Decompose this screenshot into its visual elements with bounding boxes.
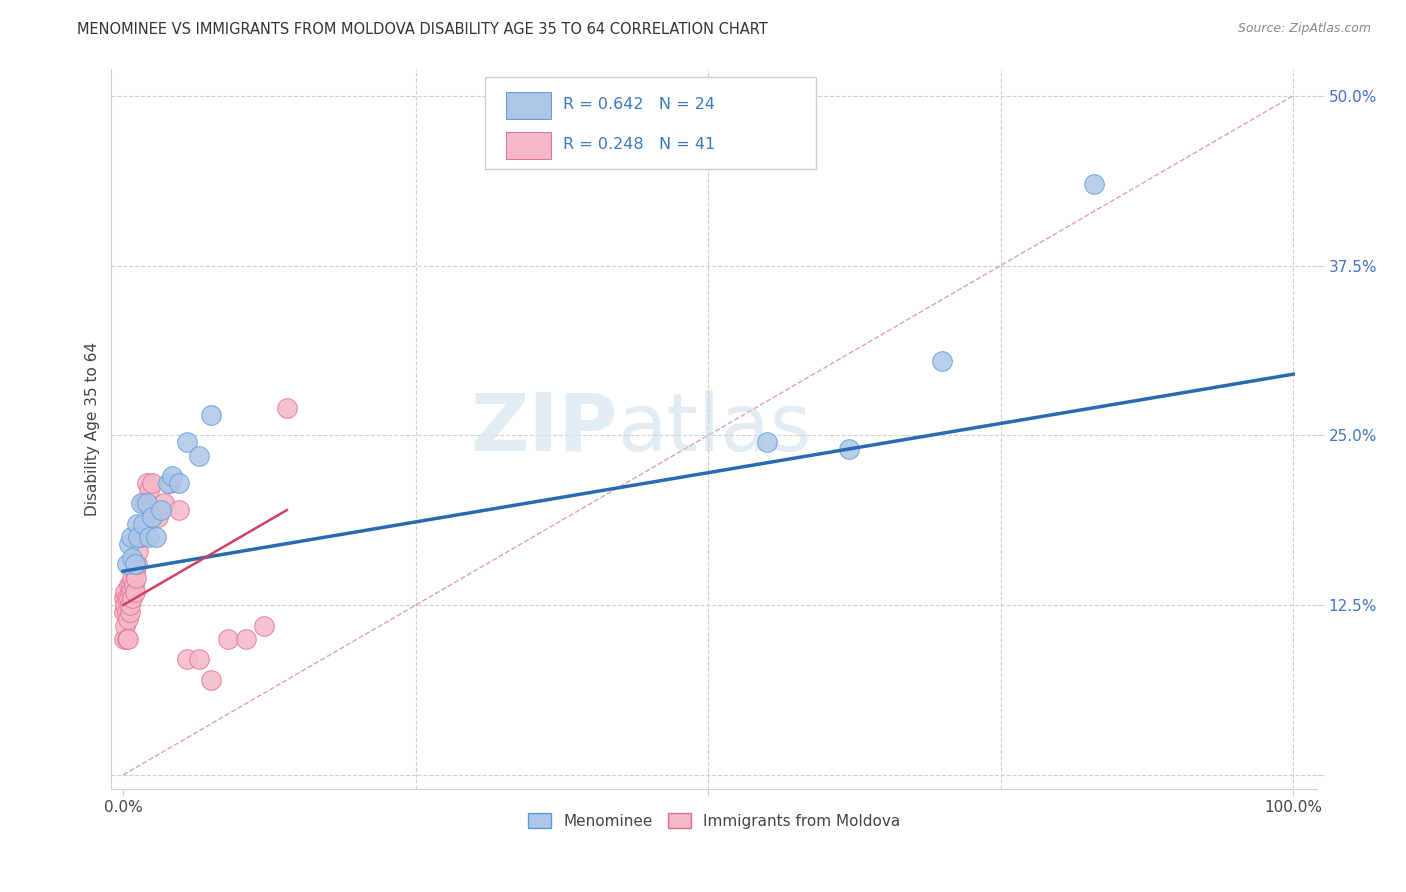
- Point: [176, 652, 198, 666]
- Point: [931, 353, 953, 368]
- Point: [117, 612, 139, 626]
- Point: [252, 618, 274, 632]
- Point: [118, 537, 141, 551]
- Point: [115, 591, 138, 606]
- Point: [129, 496, 152, 510]
- Point: [188, 449, 211, 463]
- Point: [120, 578, 142, 592]
- Point: [176, 435, 198, 450]
- Text: R = 0.248   N = 41: R = 0.248 N = 41: [564, 137, 716, 152]
- Point: [127, 558, 149, 572]
- Point: [118, 591, 141, 606]
- FancyBboxPatch shape: [506, 131, 551, 159]
- Point: [156, 475, 179, 490]
- Text: MENOMINEE VS IMMIGRANTS FROM MOLDOVA DISABILITY AGE 35 TO 64 CORRELATION CHART: MENOMINEE VS IMMIGRANTS FROM MOLDOVA DIS…: [77, 22, 768, 37]
- Point: [141, 509, 163, 524]
- Text: ZIP: ZIP: [471, 390, 617, 467]
- Point: [124, 558, 146, 572]
- Point: [124, 564, 146, 578]
- Point: [755, 435, 778, 450]
- Point: [127, 530, 149, 544]
- Point: [124, 584, 146, 599]
- Point: [120, 584, 142, 599]
- Point: [134, 496, 156, 510]
- Point: [141, 475, 163, 490]
- Point: [121, 550, 143, 565]
- Point: [1083, 177, 1105, 191]
- Point: [127, 543, 149, 558]
- Text: R = 0.642   N = 24: R = 0.642 N = 24: [564, 97, 716, 112]
- Text: Source: ZipAtlas.com: Source: ZipAtlas.com: [1237, 22, 1371, 36]
- Point: [217, 632, 239, 646]
- Point: [188, 652, 211, 666]
- Point: [115, 605, 138, 619]
- Point: [127, 516, 149, 531]
- Point: [115, 632, 138, 646]
- Point: [125, 571, 148, 585]
- Legend: Menominee, Immigrants from Moldova: Menominee, Immigrants from Moldova: [522, 806, 907, 835]
- Point: [117, 632, 139, 646]
- Point: [114, 618, 136, 632]
- Point: [114, 584, 136, 599]
- Point: [114, 598, 136, 612]
- Point: [235, 632, 257, 646]
- Point: [145, 530, 167, 544]
- Text: atlas: atlas: [617, 390, 813, 467]
- Point: [121, 591, 143, 606]
- Point: [129, 530, 152, 544]
- Point: [276, 401, 298, 416]
- Point: [135, 496, 157, 510]
- Point: [200, 408, 222, 422]
- Point: [120, 530, 142, 544]
- Point: [138, 483, 160, 497]
- Point: [169, 503, 191, 517]
- Point: [120, 598, 142, 612]
- FancyBboxPatch shape: [485, 78, 817, 169]
- Point: [112, 605, 135, 619]
- Point: [149, 503, 172, 517]
- Point: [159, 475, 181, 490]
- Point: [135, 475, 157, 490]
- Point: [121, 571, 143, 585]
- Point: [132, 516, 155, 531]
- Point: [153, 496, 176, 510]
- Point: [112, 591, 135, 606]
- Point: [112, 632, 135, 646]
- Point: [838, 442, 860, 456]
- Point: [115, 558, 138, 572]
- Point: [138, 530, 160, 544]
- Point: [120, 605, 142, 619]
- FancyBboxPatch shape: [506, 92, 551, 119]
- Point: [200, 673, 222, 687]
- Point: [162, 469, 184, 483]
- Y-axis label: Disability Age 35 to 64: Disability Age 35 to 64: [86, 342, 100, 516]
- Point: [148, 509, 170, 524]
- Point: [118, 578, 141, 592]
- Point: [122, 578, 145, 592]
- Point: [169, 475, 191, 490]
